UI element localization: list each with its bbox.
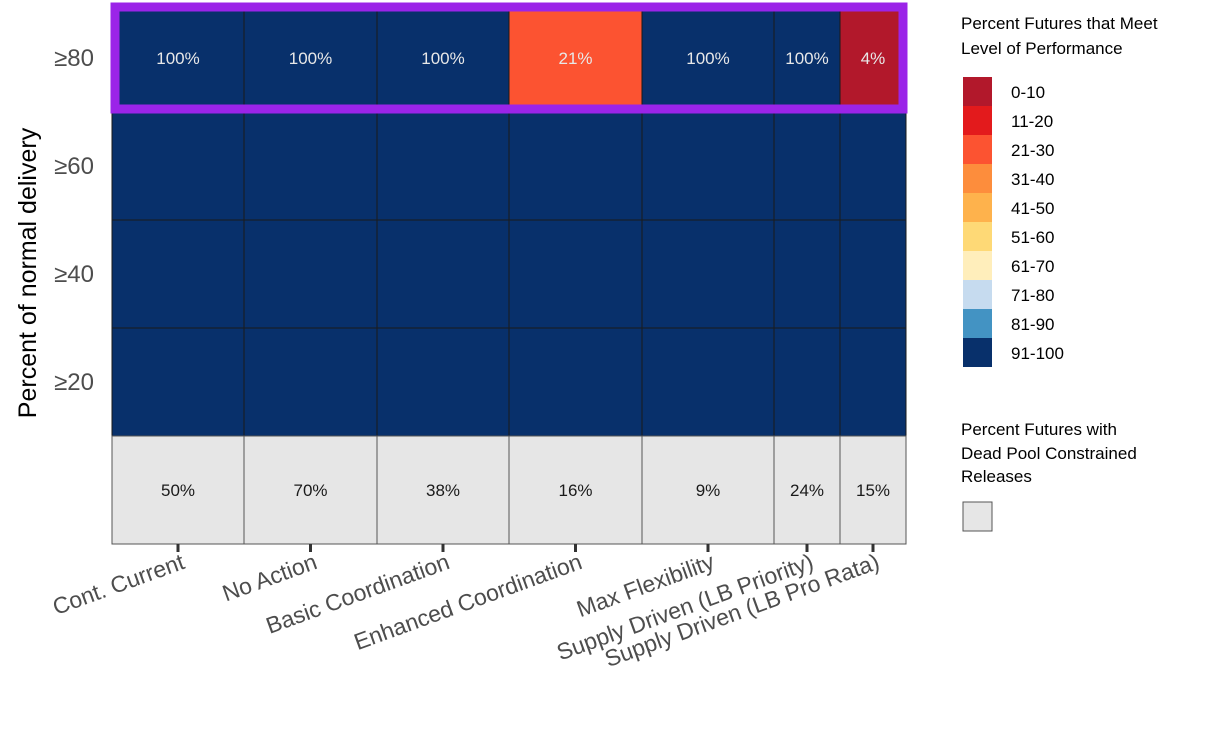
dead-pool-value-label: 9% xyxy=(696,481,721,500)
heatmap-cell xyxy=(839,111,907,221)
y-tick-label: ≥60 xyxy=(54,153,94,180)
heatmap-cell xyxy=(773,219,841,329)
x-tick-label: Enhanced Coordination xyxy=(350,548,585,655)
y-tick-label: ≥40 xyxy=(54,261,94,288)
heatmap-cell xyxy=(243,219,378,329)
legend-label: 11-20 xyxy=(1011,112,1053,131)
heatmap-cell xyxy=(243,327,378,437)
heatmap-cell xyxy=(839,327,907,437)
dead-pool-row: 50% 70% 38% 16% 9% 24% 15% xyxy=(111,435,907,545)
dead-pool-legend-key xyxy=(962,501,993,532)
y-tick-label: ≥20 xyxy=(54,369,94,396)
dead-pool-cell xyxy=(773,435,841,545)
cell-value-label: 100% xyxy=(156,49,199,68)
legend-swatch xyxy=(963,280,992,309)
legend-items: 0-10 11-20 21-30 31-40 41-50 51-60 61-70 71-80 8… xyxy=(963,77,1064,367)
cell-value-label: 100% xyxy=(289,49,332,68)
legend-label: 51-60 xyxy=(1011,228,1054,247)
legend-swatch xyxy=(963,251,992,280)
heatmap-cell xyxy=(376,219,510,329)
dead-pool-legend-title-line1: Percent Futures with xyxy=(961,420,1117,439)
y-tick-label: ≥80 xyxy=(54,45,94,72)
legend-title-line1: Percent Futures that Meet xyxy=(961,14,1158,33)
dead-pool-value-label: 16% xyxy=(558,481,592,500)
legend-label: 0-10 xyxy=(1011,83,1045,102)
x-tick-label: No Action xyxy=(219,548,320,606)
heatmap-cell xyxy=(641,327,775,437)
heatmap-cell xyxy=(508,327,643,437)
legend-label: 71-80 xyxy=(1011,286,1054,305)
legend-label: 21-30 xyxy=(1011,141,1054,160)
heatmap-cell xyxy=(641,3,775,113)
legend-label: 81-90 xyxy=(1011,315,1054,334)
heatmap-cell xyxy=(243,111,378,221)
legend-swatch xyxy=(963,338,992,367)
legend-swatch xyxy=(963,309,992,338)
cell-value-label: 100% xyxy=(785,49,828,68)
dead-pool-cell xyxy=(111,435,245,545)
legend-swatch xyxy=(963,77,992,106)
legend-swatch xyxy=(963,164,992,193)
legend-title-line2: Level of Performance xyxy=(961,39,1123,58)
heatmap-cell xyxy=(111,327,245,437)
legend-label: 31-40 xyxy=(1011,170,1054,189)
legend-swatch xyxy=(963,135,992,164)
legend-label: 91-100 xyxy=(1011,344,1064,363)
y-axis-label: Percent of normal delivery xyxy=(14,127,42,418)
heatmap-cell xyxy=(641,111,775,221)
cell-value-label: 100% xyxy=(421,49,464,68)
dead-pool-value-label: 38% xyxy=(426,481,460,500)
heatmap-cell xyxy=(641,219,775,329)
dead-pool-cell xyxy=(376,435,510,545)
heatmap-cell xyxy=(111,219,245,329)
legend: Percent Futures that Meet Level of Perfo… xyxy=(961,14,1158,532)
dead-pool-cell xyxy=(641,435,775,545)
legend-swatch xyxy=(963,193,992,222)
heatmap-cell xyxy=(376,111,510,221)
legend-label: 61-70 xyxy=(1011,257,1054,276)
legend-label: 41-50 xyxy=(1011,199,1054,218)
heatmap-cell xyxy=(508,111,643,221)
x-tick-label: Cont. Current xyxy=(49,548,188,620)
dead-pool-legend-title-line3: Releases xyxy=(961,467,1032,486)
heatmap-cell xyxy=(111,111,245,221)
heatmap-cell xyxy=(111,3,245,113)
legend-swatch xyxy=(963,106,992,135)
dead-pool-value-label: 24% xyxy=(790,481,824,500)
heatmap-cell xyxy=(773,327,841,437)
dead-pool-cell xyxy=(839,435,907,545)
heatmap-cell xyxy=(243,3,378,113)
dead-pool-legend-title-line2: Dead Pool Constrained xyxy=(961,444,1137,463)
y-axis-ticks: ≥80 ≥60 ≥40 ≥20 xyxy=(54,45,94,396)
dead-pool-value-label: 50% xyxy=(161,481,195,500)
heatmap-cells: 100% 100% 100% 21% 100% 100% 4% xyxy=(111,3,907,437)
cell-value-label: 4% xyxy=(861,49,886,68)
heatmap-cell xyxy=(508,3,643,113)
heatmap-cell xyxy=(839,219,907,329)
cell-value-label: 100% xyxy=(686,49,729,68)
heatmap-cell xyxy=(773,111,841,221)
heatmap-cell xyxy=(508,219,643,329)
legend-swatch xyxy=(963,222,992,251)
dead-pool-value-label: 70% xyxy=(293,481,327,500)
cell-value-label: 21% xyxy=(558,49,592,68)
highlight-row-outline xyxy=(110,2,908,114)
dead-pool-value-label: 15% xyxy=(856,481,890,500)
heatmap-cell xyxy=(773,3,841,113)
heatmap-cell xyxy=(376,327,510,437)
